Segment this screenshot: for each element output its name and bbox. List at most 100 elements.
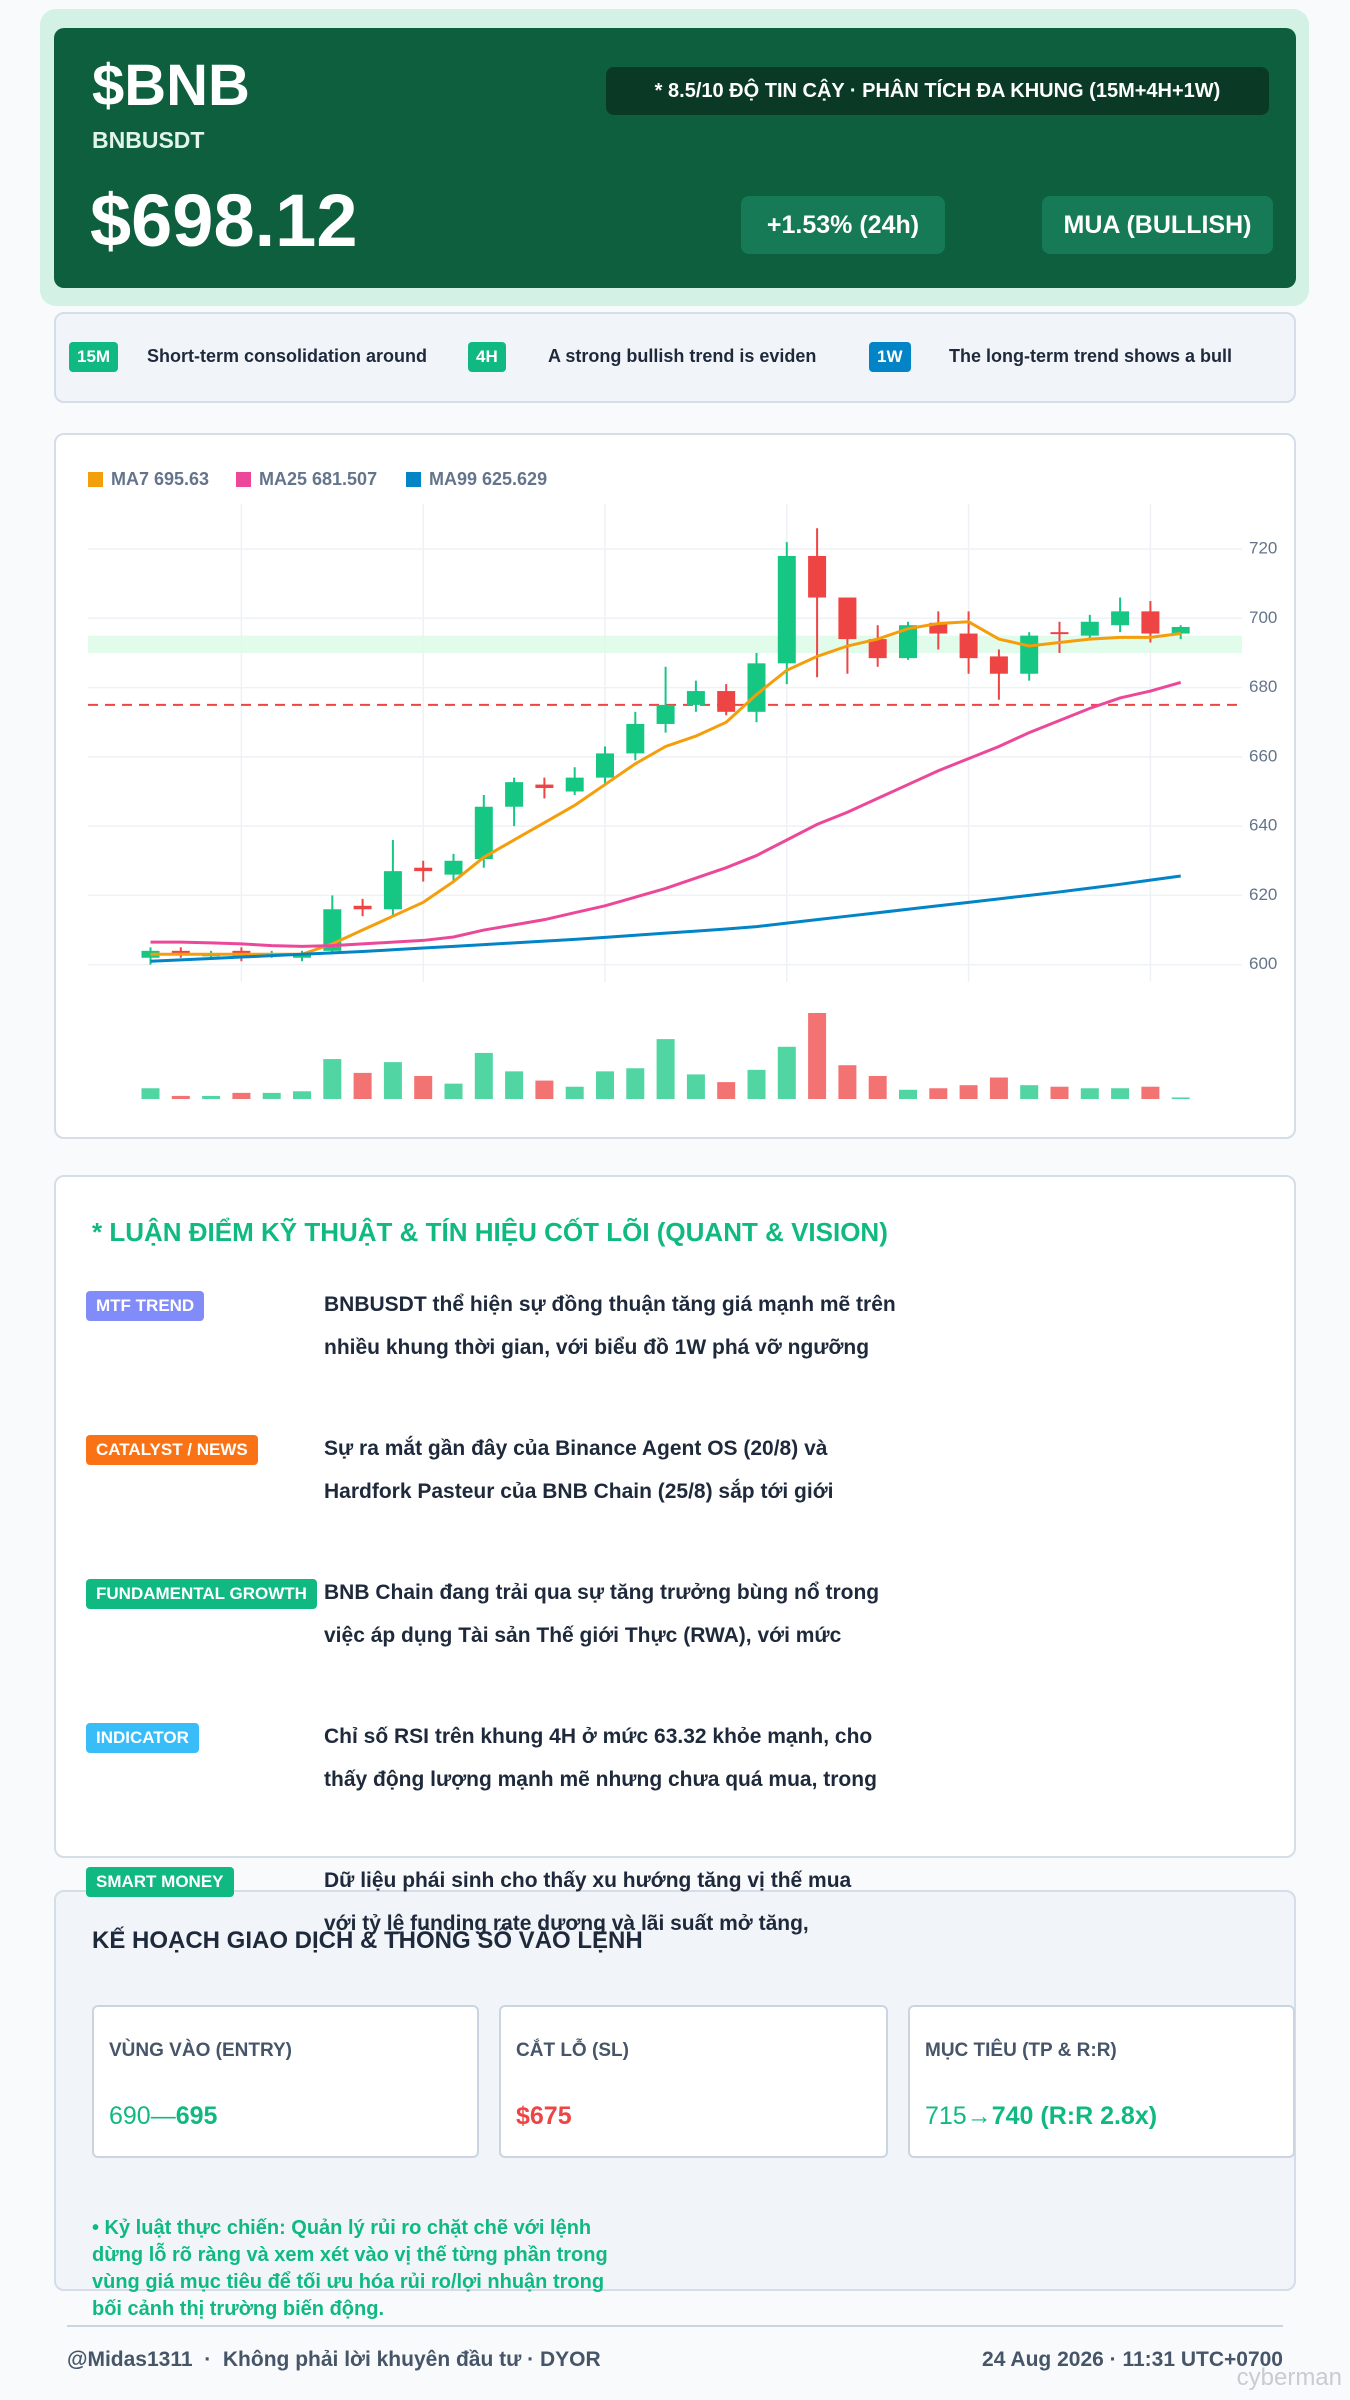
candle-body — [808, 555, 827, 598]
volume-bar — [444, 1083, 463, 1099]
legend-swatch — [236, 472, 251, 487]
candle-body — [656, 704, 675, 724]
plan-value-part: $675 — [516, 2102, 572, 2130]
analysis-line: Sự ra mắt gần đây của Binance Agent OS (… — [324, 1436, 828, 1460]
volume-bar — [505, 1071, 524, 1099]
volume-bar — [717, 1082, 736, 1099]
ma-line — [150, 874, 1181, 963]
y-tick-label: 680 — [1249, 677, 1277, 696]
volume-bar — [1080, 1088, 1099, 1099]
volume-bar — [262, 1092, 281, 1099]
candle-body — [717, 691, 736, 712]
footer-left: @Midas1311 · Không phải lời khuyên đầu t… — [67, 2348, 601, 2371]
volume-bar — [1141, 1086, 1160, 1099]
volume-bar — [1111, 1088, 1130, 1099]
volume-bar — [1020, 1085, 1039, 1099]
footer-right: 24 Aug 2026 · 11:31 UTC+0700 — [982, 2348, 1283, 2371]
analysis-line: với tỷ lệ funding rate dương và lãi suất… — [324, 1911, 809, 1935]
volume-bar — [171, 1095, 190, 1099]
candle-body — [686, 691, 705, 705]
candle-body — [1050, 632, 1069, 635]
timeframe-text: A strong bullish trend is eviden — [548, 346, 817, 366]
volume-bar — [747, 1069, 766, 1099]
volume-bar — [202, 1095, 221, 1099]
volume-bar — [232, 1092, 251, 1099]
y-tick-label: 620 — [1249, 885, 1277, 904]
candle-body — [1111, 611, 1130, 626]
chart: 600 620 640 660 680 700 720 MA7 695.63 MA25 681.… — [88, 469, 1277, 1099]
plan-label: VÙNG VÀO (ENTRY) — [109, 2040, 292, 2061]
candle-body — [565, 777, 584, 792]
candle-body — [535, 784, 554, 789]
y-tick-label: 660 — [1249, 746, 1277, 765]
plan-value-part: →740 (R:R 2.8x) — [966, 2102, 1158, 2130]
volume-bar — [414, 1075, 433, 1099]
legend-label: MA7 695.63 — [111, 469, 209, 489]
ma-line — [150, 620, 1181, 956]
analysis-tag: INDICATOR — [86, 1722, 199, 1753]
candle-body — [838, 597, 857, 640]
analysis-tag: FUNDAMENTAL GROWTH — [86, 1578, 317, 1609]
plan-value-part: 715 — [925, 2102, 967, 2130]
symbol: $BNB — [92, 53, 250, 118]
candle-body — [626, 723, 645, 754]
volume-bar — [353, 1072, 372, 1099]
signal-badge: MUA (BULLISH) — [1042, 196, 1273, 254]
candle-body — [1141, 611, 1160, 634]
ma-line — [150, 680, 1182, 948]
analysis-line: Hardfork Pasteur của BNB Chain (25/8) sắ… — [324, 1479, 834, 1503]
watermark: cyberman — [1236, 2364, 1342, 2391]
plan-box — [92, 2005, 479, 2158]
volume-bar — [656, 1039, 675, 1099]
legend-label: MA25 681.507 — [259, 469, 377, 489]
analysis-tag: SMART MONEY — [86, 1866, 234, 1897]
candle-body — [293, 954, 311, 958]
plan-value-part: 695 — [175, 2102, 218, 2130]
candle-body — [505, 782, 524, 807]
candle-body — [868, 639, 887, 659]
y-tick-label: 720 — [1249, 539, 1277, 558]
plan-value-part: 690 — [109, 2102, 151, 2130]
candle-body — [474, 806, 493, 860]
candle-body — [899, 625, 917, 659]
volume-bar — [686, 1074, 705, 1099]
plan-title: KẾ HOẠCH GIAO DỊCH & THÔNG SỐ VÀO LỆNH — [92, 1927, 643, 1954]
plan-label: MỤC TIÊU (TP & R:R) — [925, 2040, 1117, 2061]
legend-swatch — [406, 472, 421, 487]
candle-body — [989, 656, 1008, 674]
analysis-tag: CATALYST / NEWS — [86, 1434, 258, 1465]
y-tick-label: 700 — [1249, 608, 1277, 627]
plan-value: 715→740 (R:R 2.8x) — [925, 2102, 1157, 2131]
volume-bar — [323, 1059, 342, 1099]
volume-bar — [868, 1075, 887, 1099]
analysis-card — [54, 1175, 1296, 1858]
volume-bar — [565, 1086, 584, 1099]
volume-bar — [383, 1062, 402, 1099]
analysis-line: việc áp dụng Tài sản Thế giới Thực (RWA)… — [324, 1623, 842, 1647]
y-tick-label: 600 — [1249, 954, 1277, 973]
plan-value-part: — — [150, 2102, 176, 2130]
timeframe-tag: 1W — [869, 342, 911, 372]
candle-body — [353, 905, 372, 910]
volume-bar — [474, 1052, 493, 1099]
candle-body — [1171, 626, 1190, 634]
volume-bar — [899, 1089, 917, 1099]
volume-bar — [293, 1091, 311, 1099]
pair: BNBUSDT — [92, 127, 205, 153]
plan-box — [499, 2005, 888, 2158]
change-badge: +1.53% (24h) — [741, 196, 945, 254]
footer-divider — [67, 2325, 1283, 2327]
volume-bar — [141, 1088, 160, 1099]
volume-bar — [959, 1085, 978, 1099]
volume-bar — [596, 1071, 614, 1099]
volume-bar — [1050, 1086, 1069, 1099]
volume-bar — [929, 1088, 948, 1099]
analysis-line: BNBUSDT thể hiện sự đồng thuận tăng giá … — [324, 1293, 896, 1316]
timeframe-tag: 4H — [468, 342, 506, 372]
analysis-tag: MTF TREND — [86, 1291, 205, 1321]
candle-body — [1080, 621, 1099, 636]
analysis-line: Dữ liệu phái sinh cho thấy xu hướng tăng… — [324, 1868, 852, 1892]
price: $698.12 — [90, 179, 358, 262]
candle-body — [171, 950, 190, 955]
